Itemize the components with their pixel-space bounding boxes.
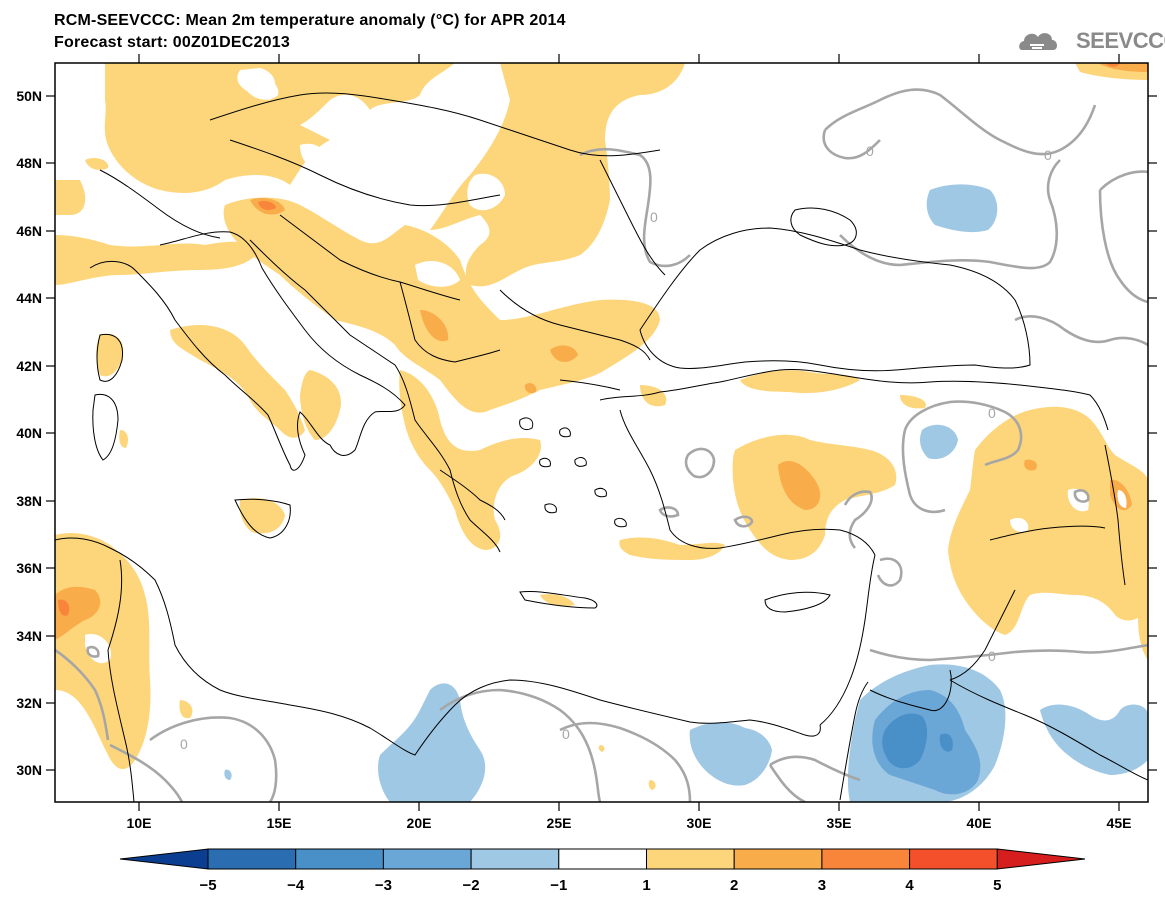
- colorbar-label: 5: [993, 877, 1001, 894]
- anomaly-1-2-shading: [55, 63, 1148, 790]
- coastlines-and-borders: [55, 92, 1148, 802]
- lat-tick-label: 50N: [16, 88, 42, 104]
- map-title: RCM-SEEVCCC: Mean 2m temperature anomaly…: [54, 12, 566, 29]
- colorbar-high-triangle: [996, 848, 1086, 870]
- lat-tick-label: 40N: [16, 425, 42, 441]
- lon-tick-label: 45E: [1107, 815, 1132, 831]
- contour-label: 0: [866, 143, 874, 159]
- lat-tick-label: 38N: [16, 493, 42, 509]
- contour-label: 0: [650, 209, 658, 225]
- lat-tick-label: 36N: [16, 560, 42, 576]
- lon-tick-label: 40E: [967, 815, 992, 831]
- lon-tick-label: 30E: [687, 815, 712, 831]
- colorbar-box: [909, 848, 998, 870]
- lon-tick-label: 15E: [267, 815, 292, 831]
- colorbar-label: −4: [287, 877, 305, 894]
- lon-tick-label: 10E: [127, 815, 152, 831]
- lon-tick-label: 35E: [827, 815, 852, 831]
- latitude-axis: 50N 48N 46N 44N 42N 40N 38N 36N 34N 32N …: [16, 88, 1157, 778]
- lat-tick-label: 48N: [16, 155, 42, 171]
- colorbar-label: 2: [730, 877, 738, 894]
- lat-tick-label: 42N: [16, 358, 42, 374]
- colorbar-box: [470, 848, 560, 870]
- colorbar-low-triangle: [119, 848, 209, 870]
- colorbar-box: [295, 848, 384, 870]
- colorbar-label: 4: [905, 877, 914, 894]
- colorbar-label: 1: [642, 877, 650, 894]
- colorbar-box: [821, 848, 911, 870]
- seevccc-cloud-logo-icon: [1019, 33, 1058, 50]
- colorbar-label: −3: [375, 877, 392, 894]
- lat-tick-label: 32N: [16, 695, 42, 711]
- colorbar-box: [558, 848, 647, 870]
- colorbar-box: [382, 848, 472, 870]
- colorbar-label: −1: [550, 877, 567, 894]
- colorbar-box: [733, 848, 823, 870]
- zero-contours: [55, 88, 1148, 802]
- longitude-axis: 10E 15E 20E 25E 30E 35E 40E 45E: [127, 54, 1132, 831]
- contour-label: 0: [180, 736, 188, 752]
- lat-tick-label: 44N: [16, 290, 42, 306]
- lon-tick-label: 25E: [547, 815, 572, 831]
- contour-label: 0: [1044, 147, 1052, 163]
- lat-tick-label: 30N: [16, 762, 42, 778]
- anomaly-fields: 0 0 0 0 0 0 0: [55, 63, 1148, 802]
- forecast-start-subtitle: Forecast start: 00Z01DEC2013: [54, 34, 290, 51]
- colorbar-box: [207, 848, 297, 870]
- colorbar-label: 3: [818, 877, 826, 894]
- contour-label: 0: [988, 648, 996, 664]
- colorbar-label: −2: [463, 877, 480, 894]
- contour-label: 0: [988, 405, 996, 421]
- colorbar-label: −5: [199, 877, 216, 894]
- anomaly-minus3-minus4-shading: [882, 713, 953, 769]
- anomaly-minus2-minus3-shading: [872, 690, 981, 795]
- colorbar-box: [646, 848, 735, 870]
- seevccc-logo-text: SEEVCCC: [1076, 28, 1165, 53]
- contour-label: 0: [562, 726, 570, 742]
- lat-tick-label: 46N: [16, 223, 42, 239]
- lon-tick-label: 20E: [407, 815, 432, 831]
- zero-contour-labels: 0 0 0 0 0 0 0: [180, 143, 1052, 752]
- anomaly-neutral-hole-east: [1117, 490, 1127, 508]
- anomaly-3-4-shading: [58, 63, 1120, 616]
- lat-tick-label: 34N: [16, 628, 42, 644]
- colorbar: −5 −4 −3 −2 −1 1 2 3 4 5: [119, 848, 1086, 894]
